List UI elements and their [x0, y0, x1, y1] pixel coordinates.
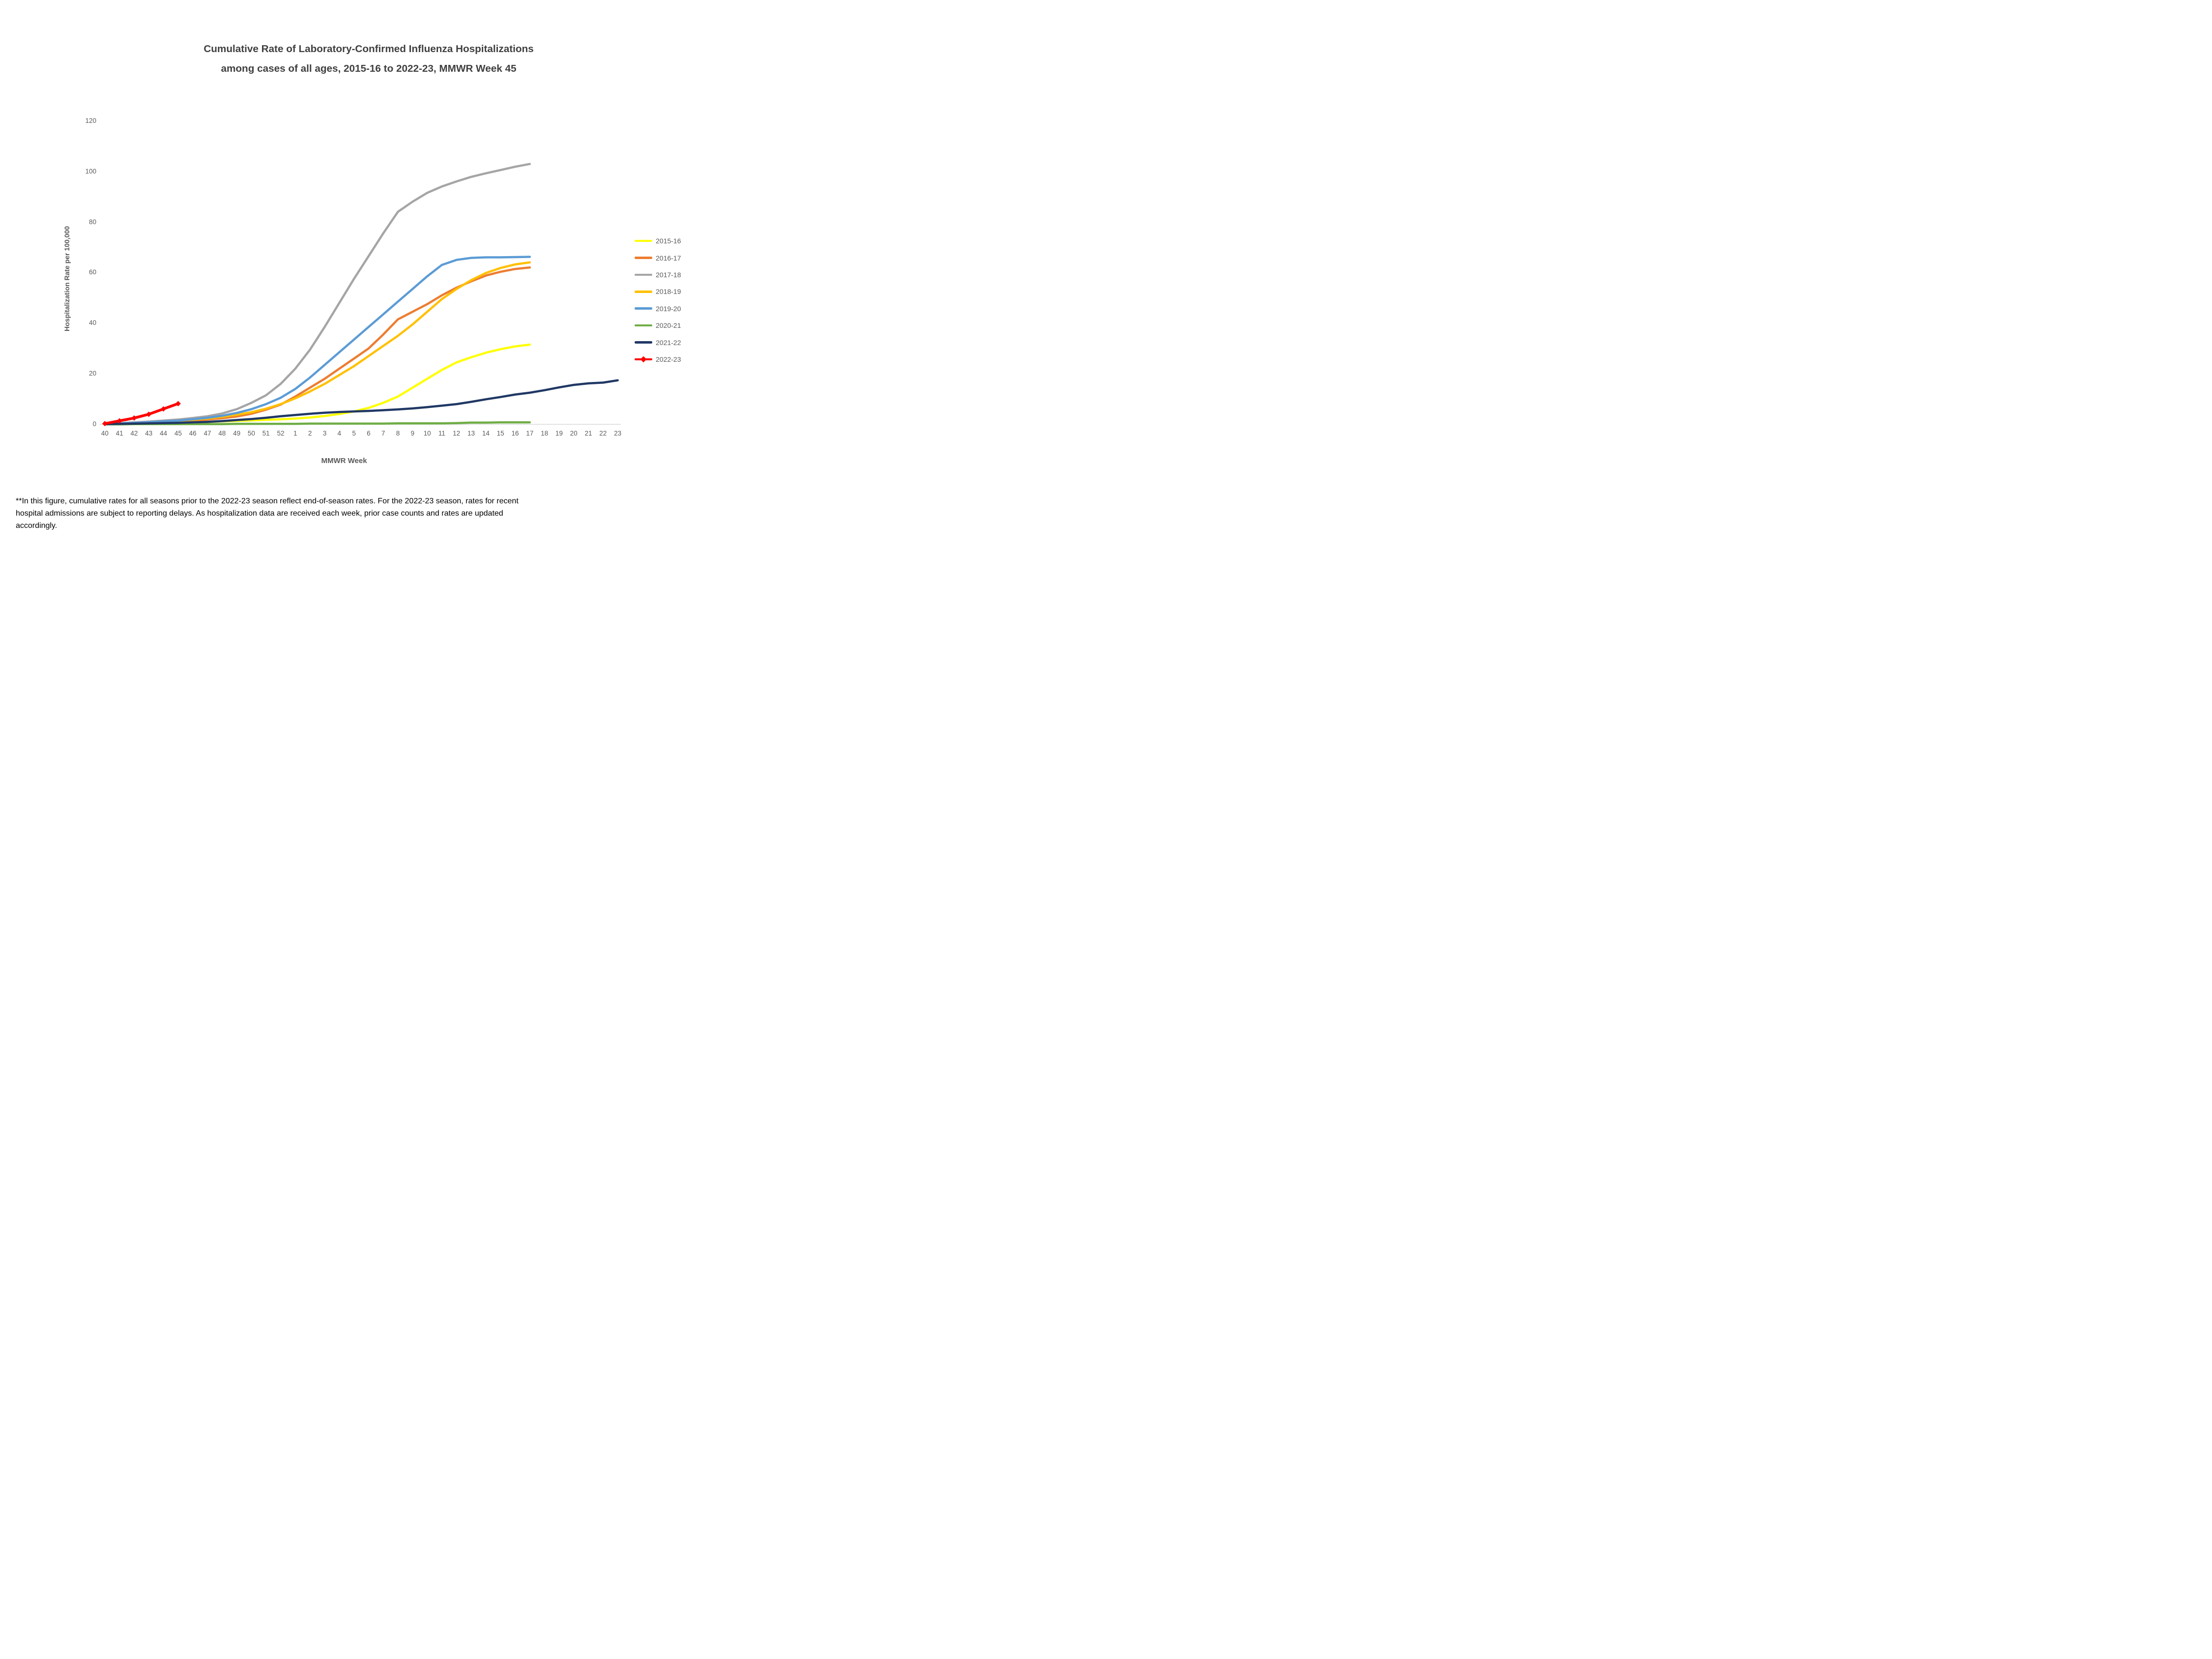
x-tick-label: 1 — [293, 430, 297, 437]
y-tick-label: 120 — [85, 116, 96, 124]
x-axis-tick-labels: 40 41 42 43 44 45 46 47 48 49 50 51 52 1 2 3 4 5 6 7 8 9 10 11 1… — [0, 430, 737, 439]
x-axis-title: MMWR Week — [321, 457, 367, 465]
legend-swatch-icon — [635, 324, 652, 327]
x-tick-label: 47 — [204, 430, 211, 437]
y-tick-label: 20 — [88, 370, 96, 378]
y-tick-label: 0 — [92, 420, 96, 428]
series-marker-2022-23 — [131, 415, 137, 421]
x-tick-label: 20 — [570, 430, 578, 437]
y-axis-title: Hospitalization Rate per 100,000 — [63, 226, 71, 331]
legend-item-2017-18: 2017-18 — [635, 266, 681, 283]
series-marker-2022-23 — [102, 421, 108, 427]
legend-label: 2020-21 — [656, 321, 681, 330]
y-tick-label: 40 — [88, 319, 96, 327]
series-marker-2022-23 — [161, 406, 167, 412]
x-tick-label: 48 — [218, 430, 226, 437]
x-tick-label: 21 — [584, 430, 592, 437]
legend-label: 2016-17 — [656, 254, 681, 262]
legend-swatch-icon — [635, 341, 652, 344]
x-tick-label: 8 — [396, 430, 400, 437]
series-marker-2022-23 — [175, 401, 181, 407]
x-tick-label: 15 — [496, 430, 504, 437]
x-tick-label: 3 — [322, 430, 327, 437]
legend-marker-icon — [640, 356, 647, 363]
x-tick-label: 18 — [541, 430, 549, 437]
x-tick-label: 12 — [453, 430, 461, 437]
legend-item-2022-23: 2022-23 — [635, 351, 681, 368]
y-tick-label: 60 — [88, 268, 96, 276]
legend-swatch-icon — [635, 257, 652, 259]
chart-title-line-1: Cumulative Rate of Laboratory-Confirmed … — [204, 43, 534, 55]
legend-swatch-icon — [635, 307, 652, 310]
footnote-line-2: hospital admissions are subject to repor… — [16, 509, 503, 518]
legend-label: 2021-22 — [656, 338, 681, 347]
series-line-2018-19 — [104, 261, 531, 425]
x-tick-label: 45 — [174, 430, 182, 437]
series-line-2022-23 — [103, 402, 180, 425]
x-tick-label: 22 — [599, 430, 607, 437]
legend-swatch-icon — [635, 239, 652, 242]
legend-label: 2019-20 — [656, 304, 681, 313]
x-tick-label: 9 — [410, 430, 415, 437]
footnote-line-1: **In this figure, cumulative rates for a… — [16, 497, 519, 505]
footnote-line-3: accordingly. — [16, 521, 58, 530]
series-line-2016-17 — [104, 266, 531, 425]
slide-canvas: Cumulative Rate of Laboratory-Confirmed … — [0, 0, 737, 553]
x-tick-label: 10 — [423, 430, 431, 437]
legend-item-2019-20: 2019-20 — [635, 300, 681, 317]
x-tick-label: 13 — [467, 430, 475, 437]
series-line-2020-21 — [104, 421, 531, 426]
series-marker-2022-23 — [146, 411, 152, 417]
x-tick-label: 4 — [337, 430, 342, 437]
x-tick-label: 11 — [438, 430, 445, 437]
legend-item-2016-17: 2016-17 — [635, 249, 681, 266]
x-tick-label: 52 — [277, 430, 285, 437]
x-tick-label: 16 — [511, 430, 519, 437]
series-line-2017-18 — [104, 163, 531, 425]
x-tick-label: 2 — [308, 430, 312, 437]
x-tick-label: 17 — [526, 430, 534, 437]
x-tick-label: 19 — [555, 430, 563, 437]
series-line-2021-22 — [104, 379, 619, 426]
x-tick-label: 50 — [247, 430, 255, 437]
x-tick-label: 46 — [189, 430, 197, 437]
chart-title: Cumulative Rate of Laboratory-Confirmed … — [0, 39, 737, 79]
x-tick-label: 7 — [381, 430, 385, 437]
y-tick-label: 80 — [88, 218, 96, 226]
series-marker-2022-23 — [116, 418, 122, 424]
x-tick-label: 5 — [352, 430, 356, 437]
chart-plot-svg — [100, 163, 621, 427]
footnote: **In this figure, cumulative rates for a… — [16, 495, 733, 532]
x-tick-label: 40 — [101, 430, 109, 437]
legend-label: 2017-18 — [656, 270, 681, 279]
legend-label: 2022-23 — [656, 355, 681, 363]
y-tick-label: 100 — [85, 167, 96, 175]
chart-legend: 2015-16 2016-17 2017-18 2018-19 2019-20 2020-… — [635, 233, 681, 368]
y-axis-tick-labels: 0 20 40 60 80 100 120 — [74, 0, 96, 553]
x-tick-label: 14 — [482, 430, 490, 437]
x-tick-label: 49 — [233, 430, 241, 437]
x-tick-label: 42 — [130, 430, 138, 437]
x-tick-label: 43 — [145, 430, 153, 437]
chart-title-line-2: among cases of all ages, 2015-16 to 2022… — [221, 63, 517, 75]
legend-label: 2015-16 — [656, 237, 681, 245]
x-tick-label: 41 — [116, 430, 123, 437]
x-tick-label: 6 — [367, 430, 371, 437]
legend-swatch-icon — [635, 356, 652, 363]
legend-item-2015-16: 2015-16 — [635, 233, 681, 249]
legend-item-2020-21: 2020-21 — [635, 317, 681, 334]
series-line-2019-20 — [104, 256, 531, 425]
x-tick-label: 44 — [159, 430, 168, 437]
legend-swatch-icon — [635, 291, 652, 293]
legend-swatch-icon — [635, 273, 652, 276]
x-tick-label: 23 — [614, 430, 622, 437]
legend-label: 2018-19 — [656, 288, 681, 296]
legend-item-2018-19: 2018-19 — [635, 283, 681, 300]
x-tick-label: 51 — [262, 430, 270, 437]
legend-item-2021-22: 2021-22 — [635, 334, 681, 350]
